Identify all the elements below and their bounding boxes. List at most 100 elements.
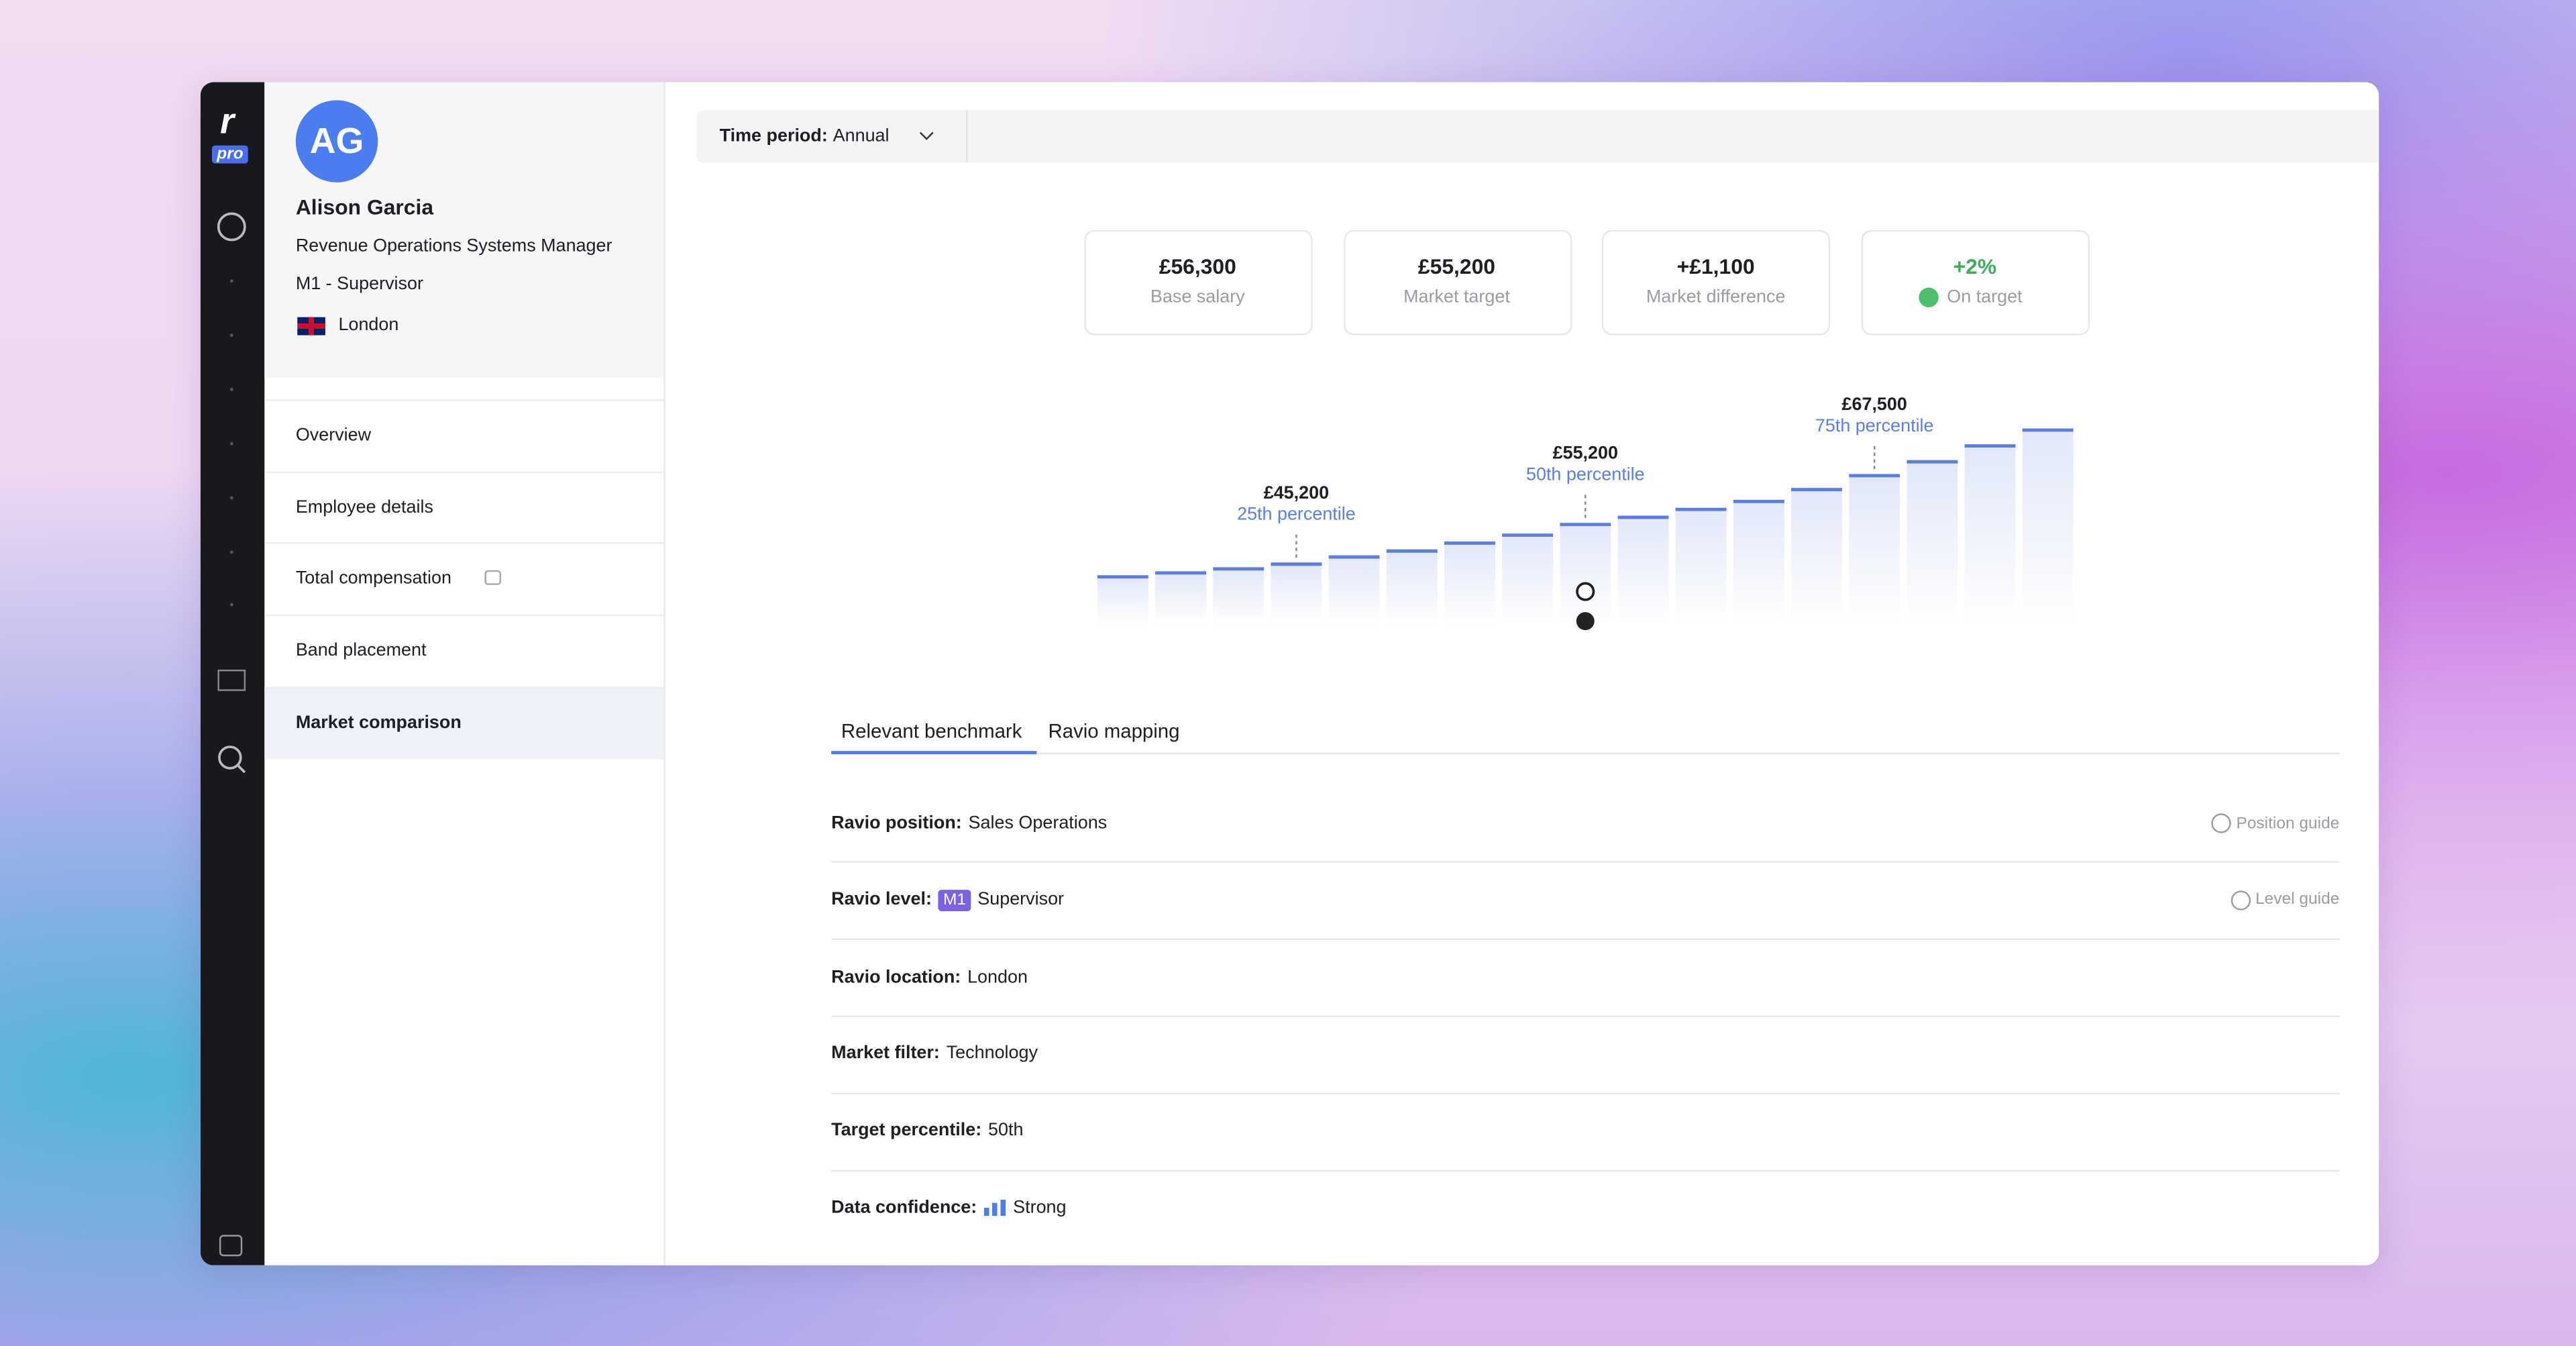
status-dot xyxy=(1919,287,1939,307)
detail-label: Ravio location: xyxy=(831,967,961,987)
bar xyxy=(1849,475,1900,625)
nav-label[interactable]: Employee details xyxy=(295,497,433,517)
rail-icons xyxy=(217,212,246,1257)
detail-row: Target percentile: 50th xyxy=(831,1121,1023,1141)
target-marker xyxy=(1576,582,1595,601)
stat-value: +2% xyxy=(1953,254,1997,279)
level-badge: M1 xyxy=(938,889,971,911)
avatar-initials: AG xyxy=(309,119,364,162)
stat-value: £56,300 xyxy=(1159,254,1236,279)
nav-label[interactable]: Total compensation xyxy=(295,569,451,589)
rail-dot xyxy=(229,279,233,283)
detail-row: Market filter: Technology xyxy=(831,1044,1038,1064)
detail-label: Ravio position: xyxy=(831,813,962,833)
guide-link[interactable]: Level guide xyxy=(2231,890,2340,911)
bar xyxy=(1386,551,1438,625)
nav-item[interactable] xyxy=(264,471,664,543)
bar xyxy=(1675,509,1727,625)
rail-dot xyxy=(229,603,233,607)
tab[interactable]: Ravio mapping xyxy=(1048,719,1180,743)
detail-label: Target percentile: xyxy=(831,1121,982,1141)
stat-value: +£1,100 xyxy=(1676,254,1755,279)
nav-label[interactable]: Band placement xyxy=(295,641,427,661)
stat-card xyxy=(1861,229,2090,335)
nav-label[interactable]: Market comparison xyxy=(295,713,462,733)
tab[interactable]: Relevant benchmark xyxy=(841,719,1022,743)
detail-value: London xyxy=(967,967,1028,987)
logo-mark: r xyxy=(220,100,235,142)
detail-value: 50th xyxy=(988,1121,1024,1141)
search-icon[interactable] xyxy=(218,745,242,770)
bar xyxy=(2022,429,2074,625)
bar xyxy=(1097,576,1148,625)
rail-dot xyxy=(229,550,233,554)
logo-badge: pro xyxy=(211,145,249,164)
tab-underline xyxy=(831,751,1037,755)
employee-marker xyxy=(1576,612,1595,631)
profile-level: M1 - Supervisor xyxy=(295,274,423,295)
detail-label: Ravio level: xyxy=(831,890,932,911)
avatar xyxy=(295,100,378,183)
row-rule xyxy=(831,861,2340,864)
profile-title: Revenue Operations Systems Manager xyxy=(295,236,612,257)
nav-item[interactable] xyxy=(264,615,664,687)
row-rule xyxy=(831,1015,2340,1017)
percentile-label: 25th percentile xyxy=(1237,504,1356,524)
flag-icon xyxy=(297,317,325,335)
bar xyxy=(1791,489,1842,625)
lock-icon xyxy=(484,570,501,586)
bar xyxy=(1502,535,1554,625)
detail-row: Ravio position: Sales Operations xyxy=(831,813,1107,833)
stat-card xyxy=(1084,229,1313,335)
bar xyxy=(1560,524,1611,625)
detail-value: Supervisor xyxy=(977,890,1065,911)
icon-rail xyxy=(200,82,265,1265)
docs-icon[interactable] xyxy=(219,1235,243,1257)
detail-value: Strong xyxy=(1013,1198,1067,1218)
profile-location: London xyxy=(338,315,399,335)
guide-link[interactable]: Position guide xyxy=(2211,813,2340,833)
bar xyxy=(1155,572,1207,625)
guide-text[interactable]: Position guide xyxy=(2236,814,2340,833)
nav-label[interactable]: Overview xyxy=(295,425,372,446)
value-label: £45,200 xyxy=(1264,482,1329,503)
stat-card xyxy=(1343,229,1572,335)
tab-rule xyxy=(831,752,2340,755)
info-icon xyxy=(2231,890,2251,911)
detail-row: Data confidence: Strong xyxy=(831,1198,1066,1217)
profile-name: Alison Garcia xyxy=(295,195,434,219)
detail-value: Sales Operations xyxy=(968,813,1108,833)
nav-item[interactable] xyxy=(264,543,664,615)
signal-icon xyxy=(983,1199,1007,1216)
nav-item[interactable] xyxy=(264,686,664,759)
search-icon-handle xyxy=(237,764,246,774)
value-label: £67,500 xyxy=(1842,394,1907,414)
nav-item[interactable] xyxy=(264,399,664,472)
bands-icon[interactable] xyxy=(217,669,246,691)
info-icon xyxy=(2211,813,2232,833)
toolbar-value[interactable]: Annual xyxy=(833,126,890,146)
percentile-label: 75th percentile xyxy=(1815,415,1934,435)
rail-dot xyxy=(229,496,233,500)
profile-panel xyxy=(264,82,665,1265)
bar xyxy=(1328,557,1380,625)
explore-icon[interactable] xyxy=(217,212,246,242)
stat-label: Market difference xyxy=(1646,287,1786,307)
bar xyxy=(1617,517,1669,625)
bar xyxy=(1733,501,1784,625)
bar xyxy=(1907,462,1958,625)
toolbar-divider xyxy=(966,110,968,163)
detail-value: Technology xyxy=(946,1044,1038,1064)
stat-label: Base salary xyxy=(1150,287,1245,307)
stat-label: On target xyxy=(1947,287,2023,307)
rail-dot xyxy=(229,442,233,446)
bar xyxy=(1271,564,1322,625)
percentile-label: 50th percentile xyxy=(1526,464,1645,484)
toolbar-label[interactable]: Time period: xyxy=(719,126,828,146)
row-rule xyxy=(831,938,2340,941)
row-rule xyxy=(831,1092,2340,1094)
bar xyxy=(1444,543,1495,625)
guide-text[interactable]: Level guide xyxy=(2255,891,2340,910)
toolbar xyxy=(696,110,2379,163)
